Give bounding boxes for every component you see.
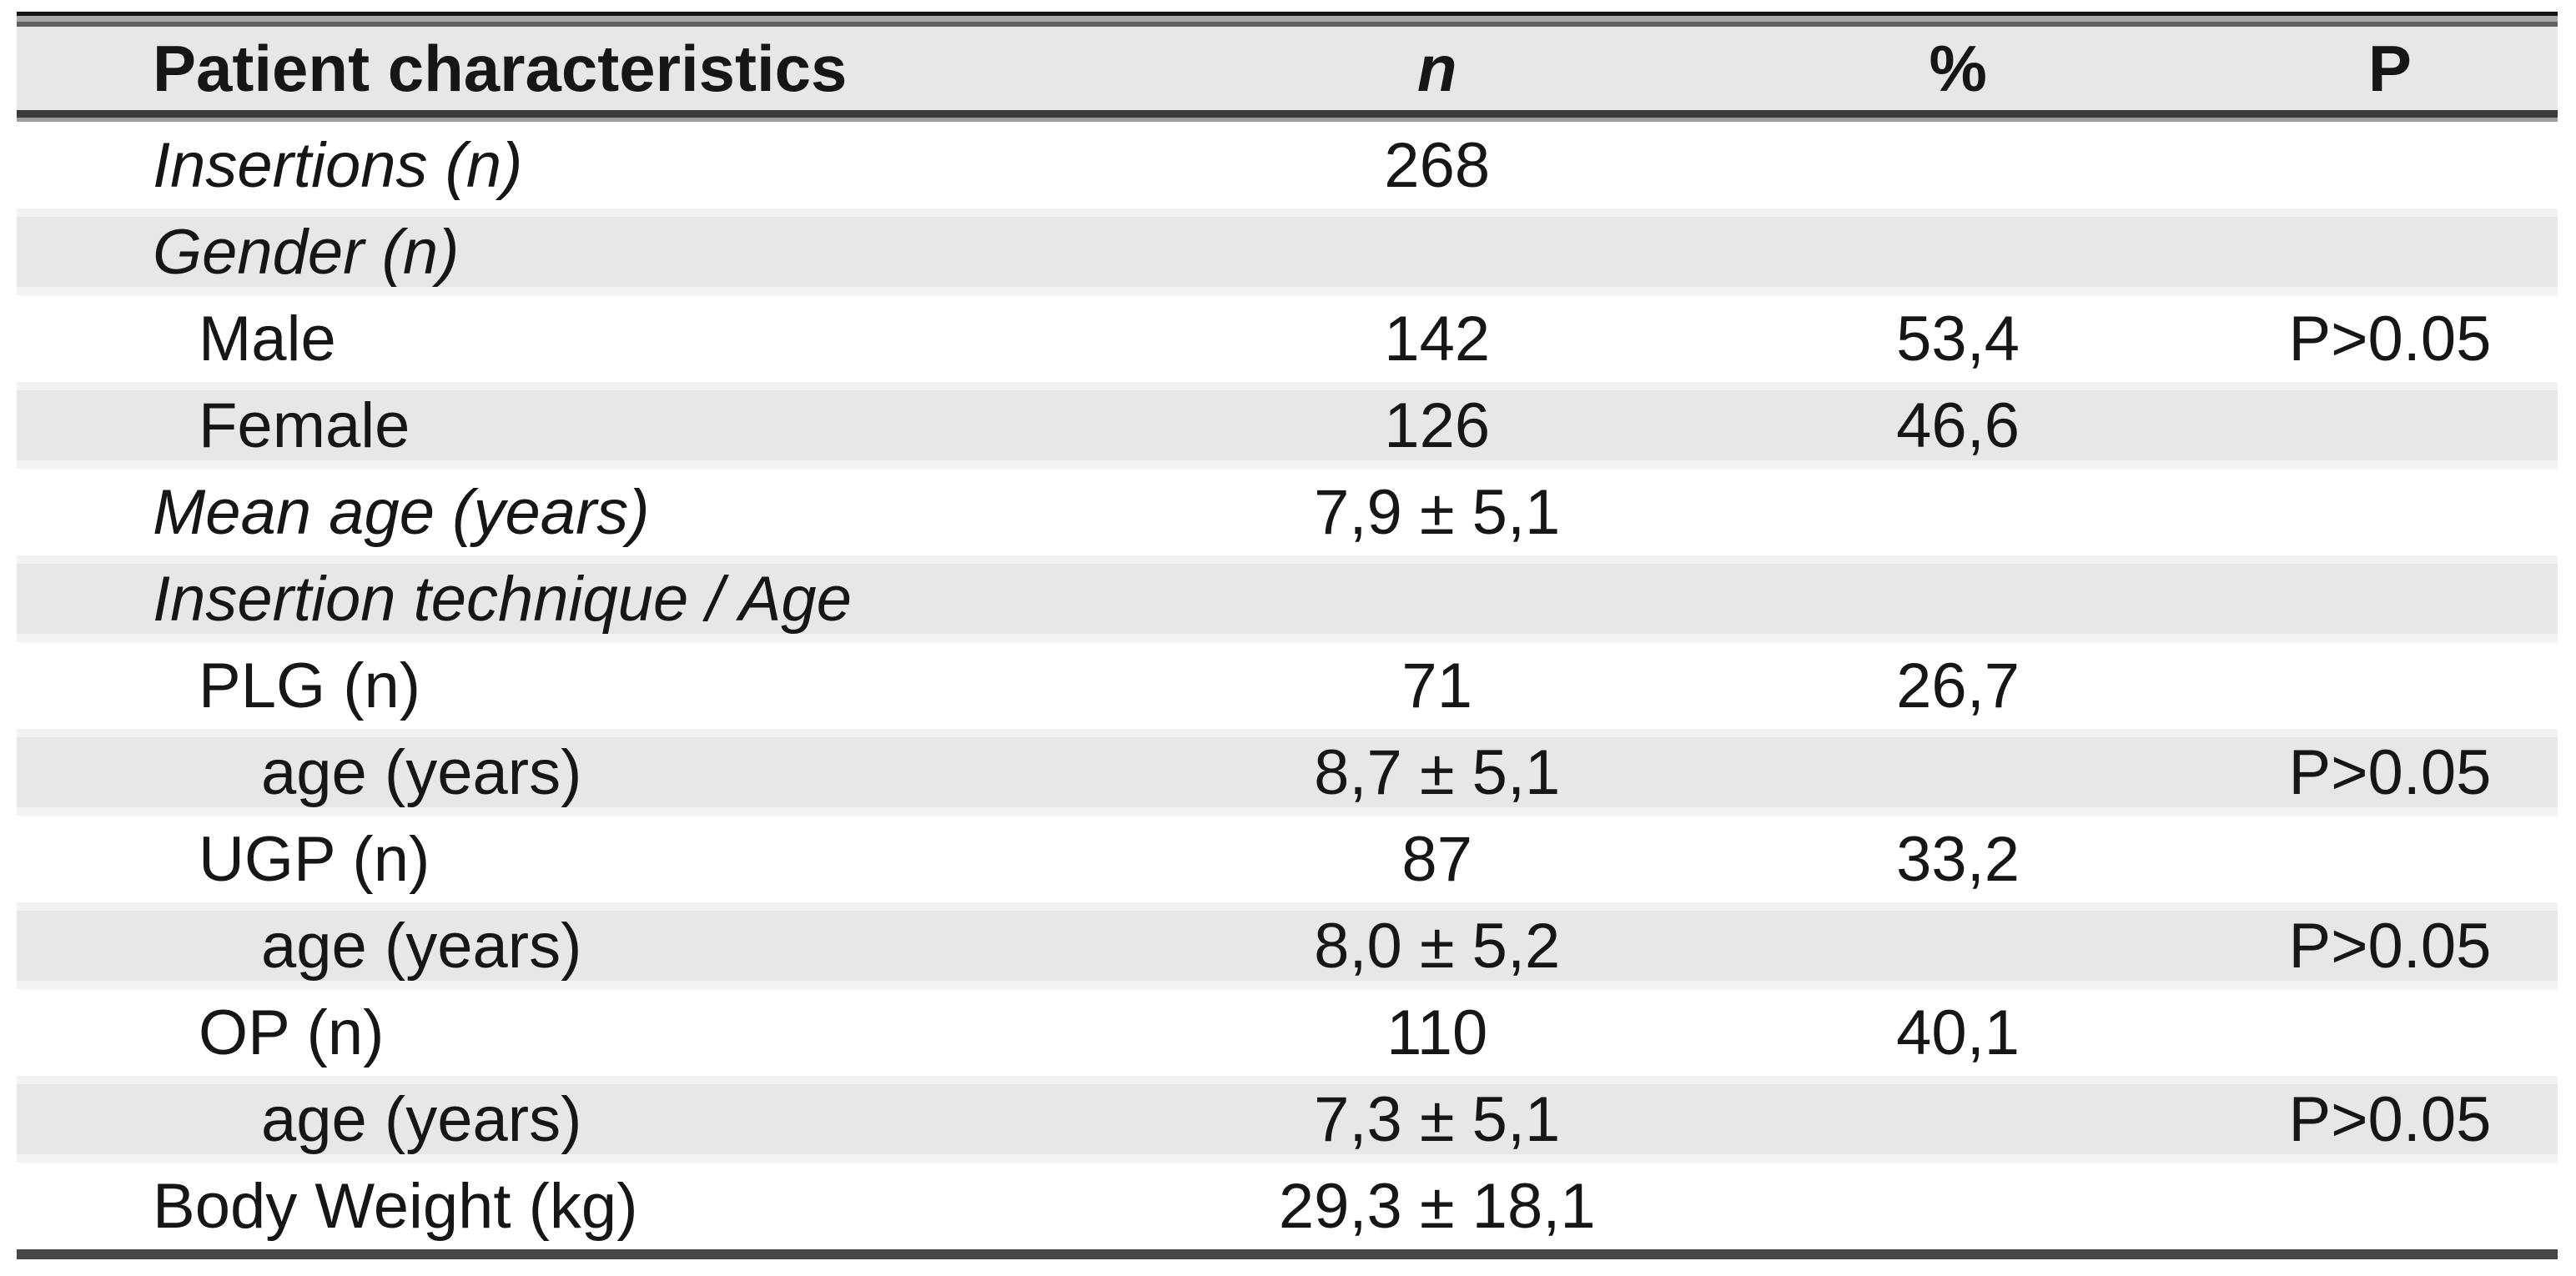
table-row: age (years) 7,3 ± 5,1 P>0.05 (17, 1076, 2558, 1163)
n-value-cell: 7,3 ± 5,1 (1314, 1083, 1561, 1155)
p-value-cell: P>0.05 (2288, 910, 2492, 982)
row-label: Male (199, 303, 336, 374)
percent-value-cell: 46,6 (1896, 389, 2020, 461)
row-label: Female (199, 389, 410, 461)
row-label: age (years) (261, 1083, 582, 1155)
row-label: age (years) (261, 910, 582, 982)
p-value-cell: P>0.05 (2288, 1083, 2492, 1155)
table-row: age (years) 8,0 ± 5,2 P>0.05 (17, 902, 2558, 989)
row-label: Insertions (n) (153, 129, 523, 201)
table-row: Mean age (years) 7,9 ± 5,1 (17, 469, 2558, 555)
table-header-row: Patient characteristics n % P (17, 27, 2558, 110)
table-row: Insertions (n) 268 (17, 122, 2558, 208)
n-value-cell: 29,3 ± 18,1 (1278, 1170, 1596, 1242)
row-label: Body Weight (kg) (153, 1170, 638, 1242)
n-value-cell: 126 (1384, 389, 1491, 461)
n-value-cell: 71 (1401, 650, 1472, 721)
n-value-cell: 87 (1401, 823, 1472, 895)
percent-value-cell: 33,2 (1896, 823, 2020, 895)
row-label: Mean age (years) (153, 476, 650, 548)
header-patient-characteristics: Patient characteristics (153, 31, 848, 105)
table-row: Body Weight (kg) 29,3 ± 18,1 (17, 1163, 2558, 1249)
percent-value-cell: 26,7 (1896, 650, 2020, 721)
p-value-cell: P>0.05 (2288, 303, 2492, 374)
table-row: Gender (n) (17, 208, 2558, 295)
row-label: Gender (n) (153, 216, 460, 288)
percent-value-cell: 53,4 (1896, 303, 2020, 374)
row-label: PLG (n) (199, 650, 421, 721)
p-value-cell: P>0.05 (2288, 736, 2492, 808)
n-value-cell: 268 (1384, 129, 1491, 201)
n-value-cell: 142 (1384, 303, 1491, 374)
table-row: Female 126 46,6 (17, 382, 2558, 469)
row-label: Insertion technique / Age (153, 563, 852, 635)
table-bottom-border (17, 1249, 2558, 1259)
patient-characteristics-table: Patient characteristics n % P Insertions… (17, 12, 2558, 1259)
table-top-border (17, 12, 2558, 27)
n-value-cell: 8,0 ± 5,2 (1314, 910, 1561, 982)
row-label: age (years) (261, 736, 582, 808)
table-row: OP (n) 110 40,1 (17, 989, 2558, 1076)
row-label: OP (n) (199, 997, 385, 1068)
header-p-column: P (2367, 31, 2412, 105)
header-separator-rule (17, 110, 2558, 122)
row-label: UGP (n) (199, 823, 430, 895)
table-body: Insertions (n) 268 Gender (n) Male 142 53,4 P>… (17, 122, 2558, 1249)
table-row: UGP (n) 87 33,2 (17, 816, 2558, 902)
n-value-cell: 7,9 ± 5,1 (1314, 476, 1561, 548)
table-row: Insertion technique / Age (17, 555, 2558, 642)
percent-value-cell: 40,1 (1896, 997, 2020, 1068)
table-row: Male 142 53,4 P>0.05 (17, 295, 2558, 382)
n-value-cell: 110 (1386, 997, 1488, 1068)
header-percent-column: % (1929, 31, 1987, 105)
table-row: PLG (n) 71 26,7 (17, 642, 2558, 729)
header-n-column: n (1416, 31, 1457, 105)
table-row: age (years) 8,7 ± 5,1 P>0.05 (17, 729, 2558, 816)
n-value-cell: 8,7 ± 5,1 (1314, 736, 1561, 808)
